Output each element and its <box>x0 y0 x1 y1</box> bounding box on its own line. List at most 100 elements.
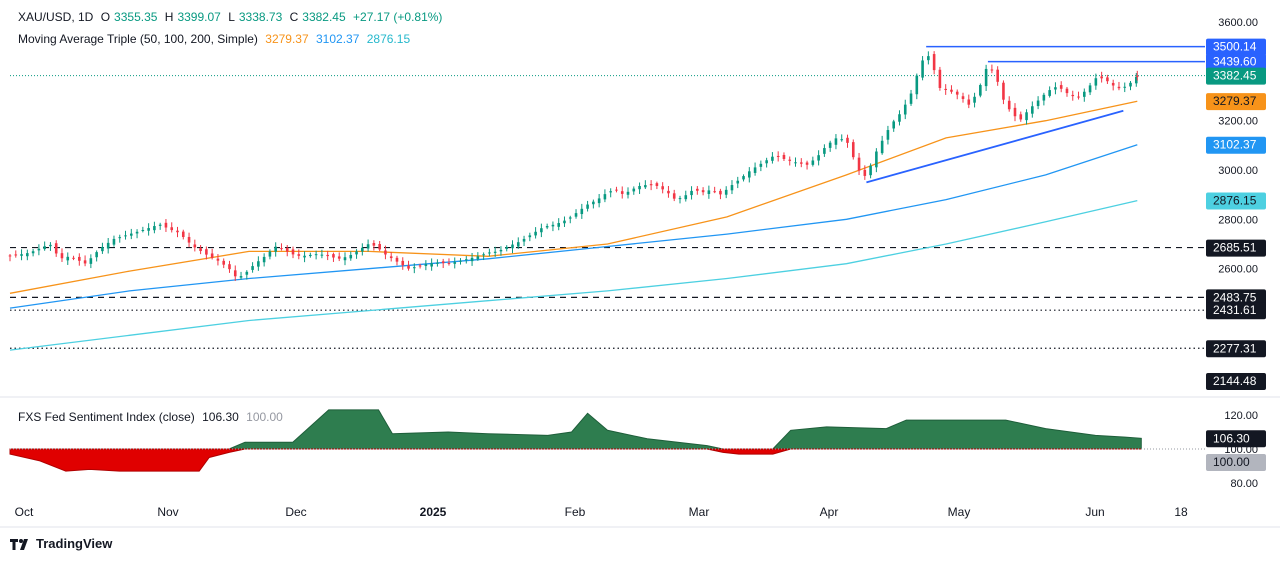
candle-body <box>303 255 306 258</box>
candle-body <box>973 96 976 103</box>
candle-body <box>343 257 347 261</box>
candle-body <box>516 242 520 247</box>
candle-body <box>464 259 468 261</box>
candle-body <box>355 251 358 255</box>
ma100-value: 3102.37 <box>316 32 360 46</box>
price-badge-bg <box>1206 38 1266 56</box>
candle-body <box>875 151 878 168</box>
candle-body <box>1117 86 1121 89</box>
candle-body <box>638 186 641 190</box>
candle-body <box>285 247 289 252</box>
price-badge-level: 2431.61 <box>1213 303 1257 317</box>
time-axis[interactable]: Oct Nov Dec 2025 Feb Mar Apr May Jun 18 <box>15 505 1188 519</box>
candle-body <box>713 191 716 193</box>
candle-body <box>1042 94 1046 101</box>
candle-body <box>26 253 29 257</box>
y-tick-label: 3200.00 <box>1218 116 1258 128</box>
candle-body <box>401 260 405 266</box>
price-badge-level: 2685.51 <box>1213 241 1257 255</box>
candle-body <box>1134 76 1138 84</box>
candle-body <box>684 195 688 200</box>
tradingview-logo[interactable]: TradingView <box>10 536 112 551</box>
candle-body <box>83 260 87 264</box>
x-tick-label: 18 <box>1174 505 1188 519</box>
candle-body <box>620 191 624 194</box>
y-tick-label: 3600.00 <box>1218 17 1258 29</box>
candle-body <box>141 230 145 232</box>
candle-body <box>476 256 480 260</box>
candle-body <box>869 165 872 176</box>
candle-body <box>950 89 953 92</box>
candle-body <box>545 226 549 228</box>
candle-body <box>580 208 584 215</box>
candle-body <box>568 217 572 219</box>
candle-body <box>846 137 849 143</box>
candle-body <box>147 228 150 231</box>
ma-legend-line: Moving Average Triple (50, 100, 200, Sim… <box>18 32 414 46</box>
candle-body <box>199 248 202 252</box>
indicator-legend: FXS Fed Sentiment Index (close) 106.30 1… <box>18 410 283 424</box>
candle-body <box>436 262 439 264</box>
candle-body <box>49 244 52 247</box>
candle-body <box>1054 87 1057 90</box>
candle-body <box>586 204 589 209</box>
high-label: H <box>164 10 174 24</box>
candle-body <box>228 264 231 270</box>
symbol-ohlc-line: XAU/USD, 1D O 3355.35 H 3399.07 L 3338.73 C… <box>18 10 446 24</box>
candle-body <box>447 262 451 264</box>
price-badge-level: 2144.48 <box>1213 374 1257 388</box>
candle-body <box>106 242 110 249</box>
candle-body <box>372 242 376 246</box>
tradingview-logo-icon <box>10 538 28 550</box>
price-badge-bg <box>1206 67 1266 85</box>
candle-body <box>326 254 329 257</box>
candle-body <box>707 190 711 194</box>
candle-body <box>187 236 191 243</box>
candle-body <box>990 69 994 71</box>
candle-body <box>499 249 503 252</box>
candle-body <box>955 91 959 95</box>
sentiment-area-negative <box>9 448 1142 472</box>
ma200-value: 2876.15 <box>366 32 411 46</box>
candle-body <box>78 256 81 261</box>
candle-body <box>268 251 272 257</box>
price-badge-level: 2277.31 <box>1213 341 1257 355</box>
candle-body <box>181 231 185 238</box>
candle-body <box>667 190 670 194</box>
candle-body <box>921 60 924 78</box>
candle-body <box>626 191 630 195</box>
candle-body <box>1077 96 1080 98</box>
candle-body <box>857 157 861 171</box>
indicator-title[interactable]: FXS Fed Sentiment Index (close) <box>18 410 195 424</box>
candle-body <box>765 160 768 164</box>
ma-title[interactable]: Moving Average Triple (50, 100, 200, Sim… <box>18 32 258 46</box>
indicator-baseline: 100.00 <box>246 410 283 424</box>
candle-body <box>222 260 226 265</box>
open-value: 3355.35 <box>114 10 158 24</box>
candle-body <box>14 254 18 256</box>
candle-body <box>649 184 653 186</box>
candle-body <box>927 56 930 61</box>
ma-line-ma50 <box>9 100 1138 294</box>
trendline <box>866 109 1124 184</box>
candle-body <box>834 138 838 145</box>
candle-body <box>742 176 745 180</box>
y-tick-label: 3000.00 <box>1218 165 1258 177</box>
indicator-baseline-badge: 100.00 <box>1213 455 1250 469</box>
candle-body <box>1135 75 1139 77</box>
candle-body <box>672 193 676 199</box>
price-pane <box>0 45 1280 528</box>
candle-body <box>1059 85 1063 89</box>
price-axis[interactable]: 2600.002800.003000.003200.003400.003600.… <box>1206 17 1266 490</box>
candle-body <box>245 271 249 275</box>
candle-body <box>909 93 913 104</box>
symbol-label[interactable]: XAU/USD, 1D <box>18 10 94 24</box>
candle-body <box>43 246 46 250</box>
indicator-value-badge-bg <box>1206 430 1266 448</box>
candle-body <box>1083 91 1086 97</box>
price-badge-bg <box>1206 136 1266 154</box>
price-badge-resistance: 3500.14 <box>1213 40 1257 54</box>
candle-body <box>216 258 220 261</box>
candle-body <box>938 69 942 88</box>
candle-body <box>597 198 601 204</box>
